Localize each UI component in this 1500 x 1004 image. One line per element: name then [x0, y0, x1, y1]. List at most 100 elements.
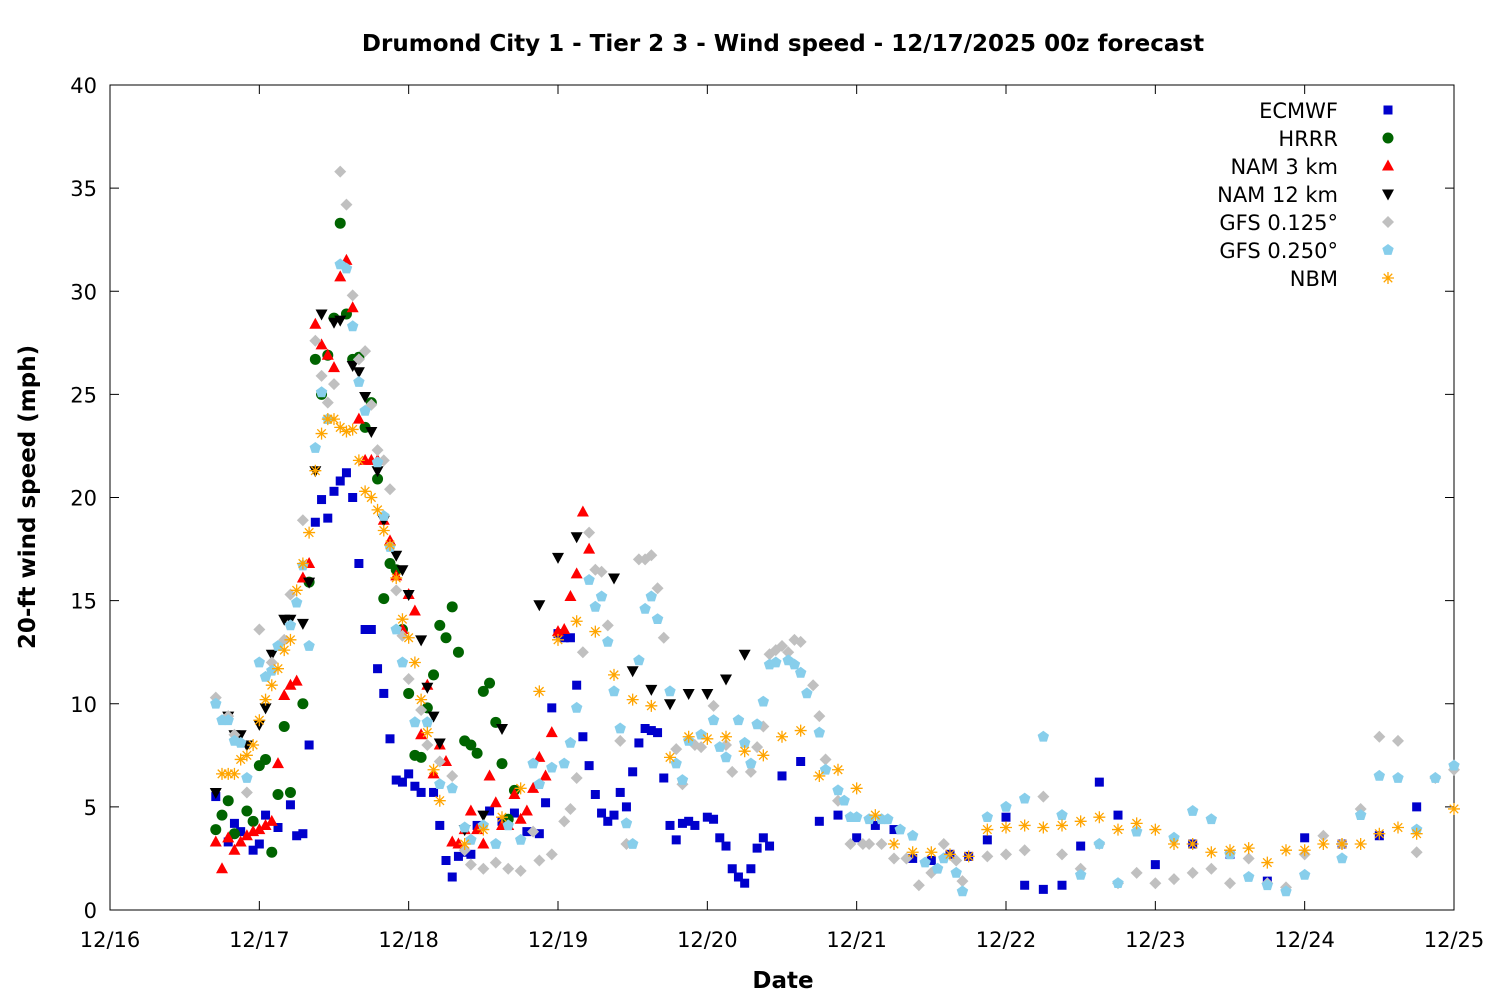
data-point — [433, 738, 446, 750]
data-point — [404, 769, 414, 779]
data-point — [807, 679, 820, 692]
data-point — [415, 635, 428, 647]
data-point — [938, 852, 950, 864]
data-point — [278, 689, 291, 700]
data-point — [559, 633, 569, 643]
data-point — [508, 788, 521, 799]
data-point — [234, 753, 247, 766]
data-point — [665, 820, 675, 830]
data-point — [937, 838, 950, 850]
data-point — [1149, 877, 1162, 890]
data-point — [210, 824, 222, 836]
data-point — [863, 813, 875, 825]
data-point — [721, 841, 731, 851]
data-point — [882, 813, 894, 825]
data-point — [359, 485, 372, 498]
data-point — [1412, 802, 1422, 812]
data-point — [1056, 848, 1068, 861]
data-point — [466, 849, 476, 859]
data-point — [659, 773, 669, 783]
data-point — [1075, 868, 1087, 880]
data-point — [888, 838, 900, 850]
data-point — [701, 732, 714, 745]
data-point — [359, 404, 371, 416]
y-tick-label: 25 — [70, 383, 97, 407]
data-point — [603, 816, 613, 826]
data-point — [379, 688, 389, 698]
data-point — [309, 317, 322, 329]
data-point — [653, 728, 663, 738]
data-point — [309, 353, 321, 365]
series-hrrr — [210, 217, 520, 858]
data-point — [1130, 817, 1143, 830]
data-point — [346, 361, 359, 372]
data-point — [216, 809, 228, 821]
data-point — [384, 483, 396, 496]
data-point — [782, 646, 795, 659]
data-point — [527, 757, 539, 769]
data-point — [452, 837, 465, 849]
data-point — [1392, 821, 1404, 834]
data-point — [303, 526, 316, 539]
data-point — [597, 808, 607, 818]
data-point — [875, 838, 888, 850]
data-point — [390, 623, 402, 635]
legend-label: GFS 0.250° — [1219, 239, 1338, 263]
data-point — [539, 769, 552, 781]
data-point — [852, 833, 862, 843]
data-point — [620, 817, 633, 829]
data-point — [372, 473, 384, 485]
data-point — [614, 722, 626, 734]
data-point — [1000, 848, 1012, 861]
legend-marker-icon — [1382, 216, 1394, 228]
data-point — [646, 726, 656, 736]
data-point — [433, 794, 446, 807]
data-point — [745, 757, 757, 769]
data-point — [570, 772, 583, 784]
data-point — [720, 751, 732, 763]
data-point — [657, 631, 670, 644]
data-point — [552, 633, 564, 646]
data-point — [435, 820, 445, 830]
data-point — [1336, 852, 1348, 864]
data-point — [776, 640, 788, 652]
data-point — [833, 810, 843, 820]
data-point — [410, 781, 420, 791]
data-point — [738, 745, 751, 758]
data-point — [1112, 823, 1124, 836]
data-point — [328, 413, 340, 426]
data-point — [391, 775, 401, 785]
data-point — [1131, 825, 1143, 837]
data-point — [609, 810, 619, 820]
data-point — [1019, 792, 1031, 804]
data-point — [340, 425, 353, 438]
data-point — [254, 839, 264, 849]
plot-area-border — [109, 84, 1455, 911]
y-tick-label: 5 — [84, 796, 97, 820]
data-point — [334, 270, 347, 282]
y-tick-label: 40 — [70, 74, 97, 98]
data-point — [1205, 813, 1217, 825]
data-point — [534, 829, 544, 839]
data-point — [303, 640, 315, 651]
legend-marker-icon — [1382, 272, 1394, 284]
data-point — [558, 757, 570, 769]
data-point — [1168, 838, 1180, 850]
y-tick-label: 30 — [70, 280, 97, 304]
data-point — [265, 814, 278, 826]
data-point — [583, 526, 596, 539]
data-point — [447, 872, 457, 882]
data-point — [236, 827, 246, 837]
data-point — [1410, 827, 1423, 840]
data-point — [329, 486, 339, 496]
data-point — [261, 810, 271, 820]
data-point — [770, 656, 782, 668]
data-point — [850, 782, 863, 795]
data-point — [1242, 852, 1255, 865]
data-point — [926, 856, 936, 865]
data-point — [844, 838, 857, 850]
x-tick-label: 12/23 — [1125, 928, 1186, 952]
data-point — [664, 751, 676, 764]
data-point — [733, 872, 743, 882]
data-point — [352, 454, 365, 467]
